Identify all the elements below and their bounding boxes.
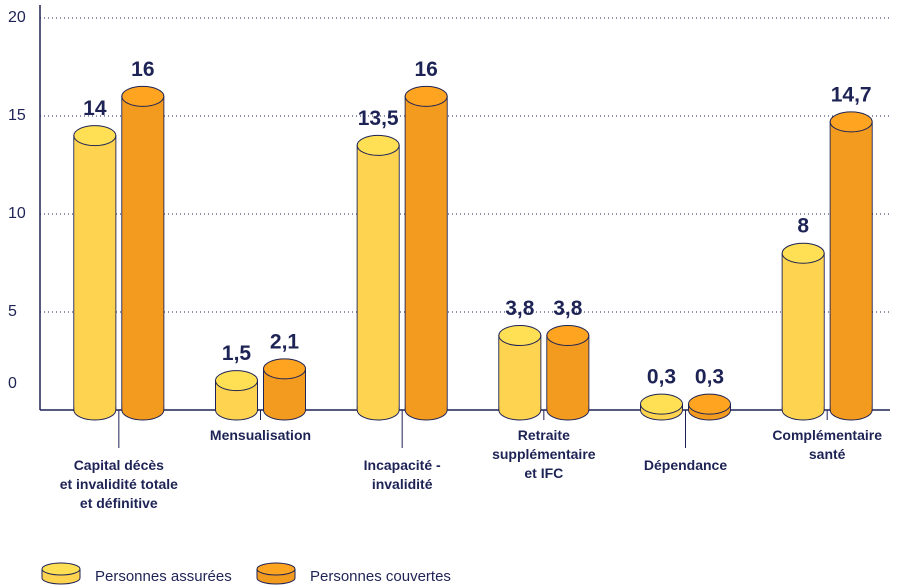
value-label: 16 [131, 58, 154, 81]
cylinder-fill [830, 121, 872, 410]
cylinder-top [121, 85, 165, 107]
cylinder [215, 370, 258, 421]
cylinder [546, 325, 590, 421]
legend-item: Personnes couvertes [256, 562, 451, 585]
cylinder-top [688, 393, 731, 415]
cylinder [263, 358, 306, 421]
cylinder [498, 325, 542, 421]
cylinder [121, 85, 165, 421]
cylinder-top [829, 111, 873, 133]
legend-label: Personnes assurées [95, 568, 232, 585]
cylinder-fill [547, 335, 589, 410]
cylinder-top [215, 370, 258, 392]
cylinder-top [404, 85, 448, 107]
cylinder-top [640, 393, 683, 415]
cylinder [73, 125, 117, 421]
value-label: 3,8 [553, 297, 583, 320]
cylinder-fill [405, 96, 447, 411]
cylinder-top [546, 325, 590, 347]
cylinder-top [73, 125, 117, 147]
cylinder-fill [782, 253, 824, 410]
legend-label: Personnes couvertes [310, 568, 451, 585]
cylinder-fill [357, 145, 399, 410]
value-label: 0,3 [695, 366, 724, 389]
value-label: 1,5 [222, 342, 252, 365]
cylinder [829, 111, 873, 421]
cylinder-top [498, 325, 542, 347]
value-label: 14 [83, 97, 107, 120]
cylinder [688, 393, 731, 421]
x-tick-label: Capital décès et invalidité totale et défi… [60, 457, 178, 511]
x-tick-label: Complémentaire santé [772, 427, 882, 462]
cylinder-fill [499, 335, 541, 410]
cylinder [781, 242, 825, 421]
legend-item: Personnes assurées [41, 562, 232, 585]
x-tick-label: Retraite supplémentaire et IFC [492, 427, 596, 481]
value-label: 16 [414, 58, 437, 81]
value-label: 14,7 [831, 83, 872, 106]
y-tick-label: 15 [8, 107, 26, 124]
cylinder [356, 134, 400, 421]
legend-swatch-top [256, 562, 296, 576]
cylinder [404, 85, 448, 421]
value-label: 13,5 [358, 107, 399, 130]
cylinder-fill [74, 135, 116, 410]
value-label: 8 [797, 215, 809, 238]
value-label: 3,8 [505, 297, 535, 320]
x-tick-label: Incapacité -invalidité [364, 457, 441, 492]
y-tick-label: 0 [8, 375, 17, 392]
value-label: 0,3 [647, 366, 676, 389]
cylinder-fill [122, 96, 164, 411]
cylinder-top [781, 242, 825, 264]
cylinder-top [263, 358, 306, 380]
cylinder [640, 393, 683, 421]
cylinder-top [356, 134, 400, 156]
legend-swatch-top [41, 562, 81, 576]
y-tick-label: 10 [8, 205, 26, 222]
y-tick-label: 5 [8, 303, 17, 320]
x-tick-label: Mensualisation [210, 427, 311, 443]
value-label: 2,1 [270, 330, 300, 353]
x-tick-label: Dépendance [644, 457, 727, 473]
y-tick-label: 20 [8, 9, 26, 26]
